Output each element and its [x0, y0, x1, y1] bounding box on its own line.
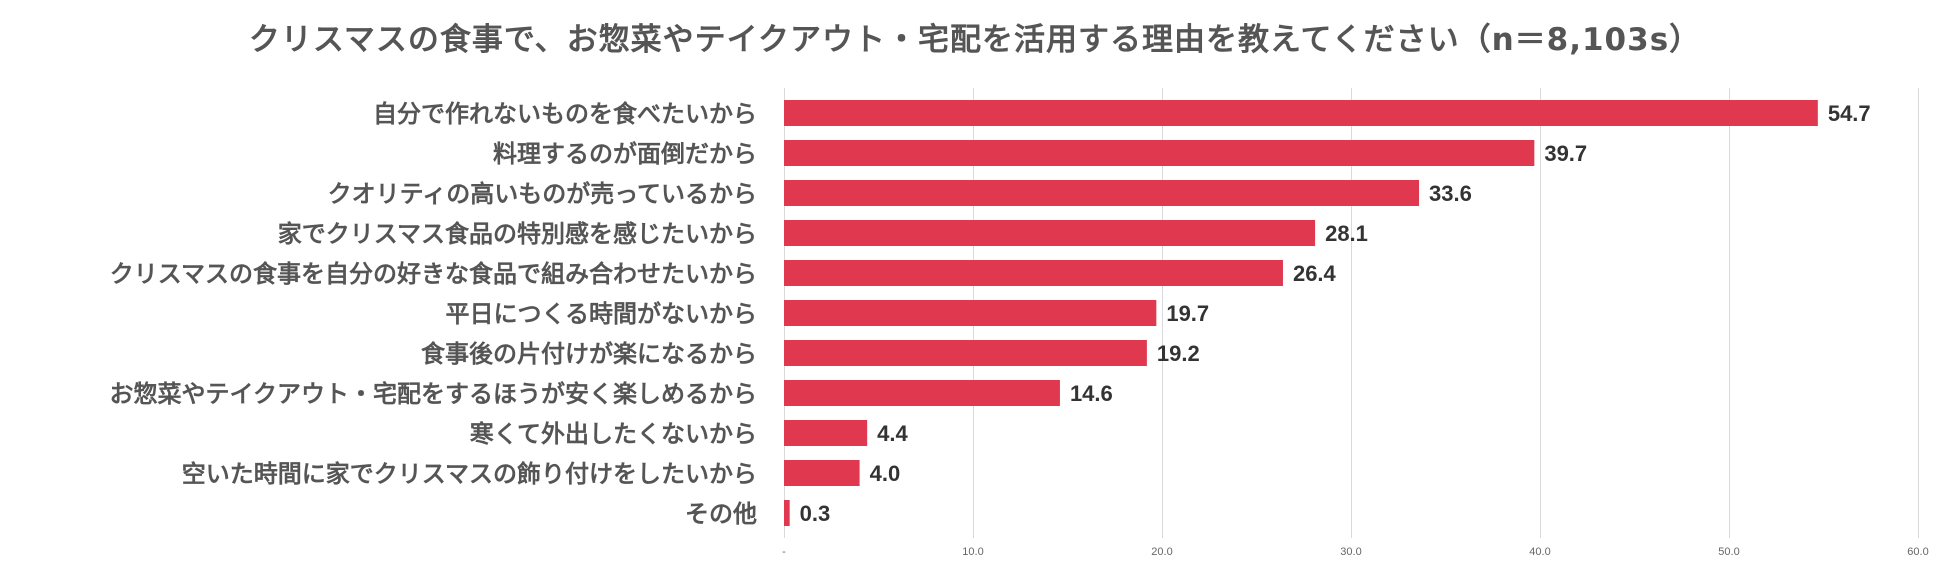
category-label: 空いた時間に家でクリスマスの飾り付けをしたいから [182, 460, 757, 488]
x-tick-label: 40.0 [1529, 546, 1550, 558]
category-label: 料理するのが面倒だから [493, 140, 757, 168]
data-label: 19.7 [1166, 301, 1209, 326]
bar [784, 420, 868, 446]
data-label: 4.4 [877, 421, 908, 446]
bar [784, 220, 1316, 246]
category-label: その他 [685, 500, 757, 528]
x-axis-ticks: - 10.0 20.0 30.0 40.0 50.0 60.0 [782, 546, 1929, 558]
data-label: 54.7 [1828, 101, 1871, 126]
data-label: 39.7 [1544, 141, 1587, 166]
chart-title: クリスマスの食事で、お惣菜やテイクアウト・宅配を活用する理由を教えてください（n… [248, 22, 1702, 58]
category-label: 家でクリスマス食品の特別感を感じたいから [278, 220, 757, 248]
x-tick-label: - [782, 546, 786, 558]
x-tick-label: 30.0 [1340, 546, 1361, 558]
data-label: 19.2 [1157, 341, 1200, 366]
x-tick-label: 60.0 [1907, 546, 1928, 558]
category-label: 自分で作れないものを食べたいから [373, 100, 757, 128]
bar [784, 140, 1535, 166]
bar [784, 460, 860, 486]
bar [784, 100, 1818, 126]
category-label: 食事後の片付けが楽になるから [421, 340, 757, 368]
bar [784, 380, 1060, 406]
data-label: 28.1 [1325, 221, 1368, 246]
category-labels: 自分で作れないものを食べたいから料理するのが面倒だからクオリティの高いものが売っ… [109, 100, 757, 528]
data-label: 26.4 [1293, 261, 1337, 286]
bar [784, 340, 1147, 366]
bar [784, 300, 1157, 326]
bar [784, 260, 1283, 286]
bar [784, 180, 1420, 206]
bars [784, 100, 1818, 526]
category-label: お惣菜やテイクアウト・宅配をするほうが安く楽しめるから [109, 380, 757, 408]
data-label: 4.0 [870, 461, 901, 486]
x-tick-label: 20.0 [1151, 546, 1172, 558]
data-label: 0.3 [800, 501, 831, 526]
category-label: 平日につくる時間がないから [445, 300, 757, 328]
data-label: 33.6 [1429, 181, 1472, 206]
x-tick-label: 50.0 [1718, 546, 1739, 558]
bar [784, 500, 790, 526]
value-labels: 54.7 39.7 33.6 28.1 26.4 19.7 19.2 14.6 4.4 4.0 0.… [800, 101, 1871, 526]
category-label: クオリティの高いものが売っているから [328, 180, 757, 208]
data-label: 14.6 [1070, 381, 1113, 406]
category-label: 寒くて外出したくないから [470, 420, 757, 448]
category-label: クリスマスの食事を自分の好きな食品で組み合わせたいから [110, 260, 757, 288]
x-tick-label: 10.0 [962, 546, 983, 558]
